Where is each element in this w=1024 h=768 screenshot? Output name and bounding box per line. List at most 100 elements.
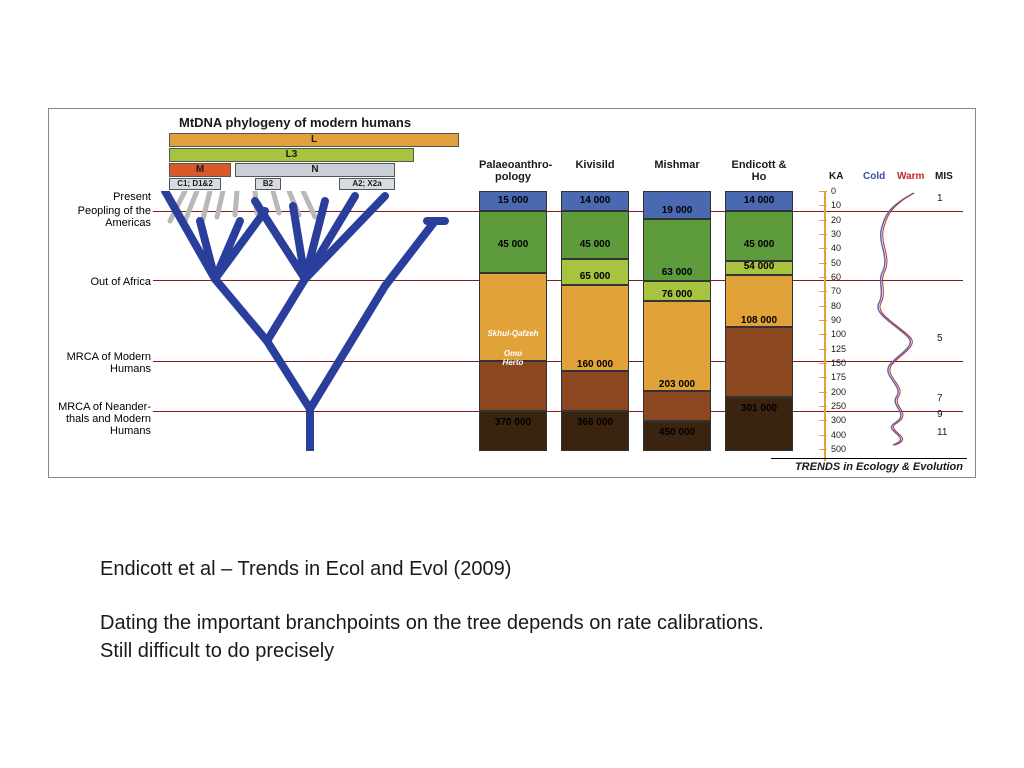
- ka-tick: [819, 191, 827, 192]
- ka-tick: [819, 420, 827, 421]
- caption-citation: Endicott et al – Trends in Ecol and Evol…: [100, 555, 920, 583]
- segment-value: 45 000: [479, 239, 547, 250]
- segment-value: 65 000: [561, 271, 629, 282]
- ka-tick: [819, 392, 827, 393]
- ka-tick: [819, 263, 827, 264]
- cold-header: Cold: [863, 171, 885, 182]
- column-segment: [725, 327, 793, 397]
- ka-tick-label: 125: [831, 344, 846, 354]
- haplogroup-band: L: [169, 133, 459, 147]
- column-segment: [479, 361, 547, 411]
- mis-stage: 5: [937, 333, 943, 344]
- haplogroup-band: B2: [255, 178, 281, 190]
- ka-tick-label: 300: [831, 415, 846, 425]
- ka-tick: [819, 306, 827, 307]
- ka-tick: [819, 277, 827, 278]
- ka-tick-label: 40: [831, 243, 841, 253]
- segment-value: 14 000: [561, 195, 629, 206]
- y-label: Peopling of theAmericas: [53, 205, 151, 229]
- haplogroup-band: M: [169, 163, 231, 177]
- ka-tick-label: 500: [831, 444, 846, 454]
- ka-tick-label: 30: [831, 229, 841, 239]
- temperature-curve: [859, 191, 929, 451]
- dating-column: Palaeoanthro-pology15 00045 000370 000Sk…: [479, 191, 547, 451]
- segment-value: 54 000: [725, 261, 793, 272]
- column-header: Endicott & Ho: [725, 159, 793, 183]
- column-segment: [479, 273, 547, 361]
- phylogeny-tree: [155, 191, 465, 451]
- segment-value: 63 000: [643, 267, 711, 278]
- segment-value: 301 000: [725, 403, 793, 414]
- mis-stage: 9: [937, 409, 943, 420]
- slide-caption: Endicott et al – Trends in Ecol and Evol…: [100, 555, 920, 665]
- ka-tick-label: 100: [831, 329, 846, 339]
- column-segment: [725, 211, 793, 261]
- timescale-panel: KA Cold Warm MIS 01020304050607080901001…: [819, 171, 959, 461]
- ka-tick-label: 50: [831, 258, 841, 268]
- ka-tick-label: 70: [831, 286, 841, 296]
- ka-tick: [819, 205, 827, 206]
- y-label: Out of Africa: [53, 276, 151, 288]
- site-label: OmoHerto: [479, 349, 547, 367]
- ka-tick-label: 20: [831, 215, 841, 225]
- ka-tick-label: 80: [831, 301, 841, 311]
- ka-tick: [819, 349, 827, 350]
- ka-tick-label: 400: [831, 430, 846, 440]
- ka-tick: [819, 234, 827, 235]
- ka-tick-label: 90: [831, 315, 841, 325]
- column-segment: [643, 301, 711, 391]
- caption-line-2: Dating the important branchpoints on the…: [100, 609, 920, 637]
- dating-column: Mishmar19 00063 00076 000203 000450 000: [643, 191, 711, 451]
- figure-title: MtDNA phylogeny of modern humans: [179, 115, 411, 130]
- y-label: Present: [53, 191, 151, 203]
- y-label: MRCA of ModernHumans: [53, 351, 151, 375]
- segment-value: 19 000: [643, 205, 711, 216]
- ka-tick-label: 200: [831, 387, 846, 397]
- ka-tick-label: 60: [831, 272, 841, 282]
- ka-tick: [819, 291, 827, 292]
- caption-line-3: Still difficult to do precisely: [100, 637, 920, 665]
- ka-tick: [819, 334, 827, 335]
- ka-tick: [819, 449, 827, 450]
- haplogroup-band: N: [235, 163, 395, 177]
- column-header: Mishmar: [643, 159, 711, 171]
- segment-value: 108 000: [725, 315, 793, 326]
- segment-value: 370 000: [479, 417, 547, 428]
- mis-header: MIS: [935, 171, 953, 182]
- dating-column: Kivisild14 00045 00065 000160 000366 000: [561, 191, 629, 451]
- dating-column: Endicott & Ho14 00045 00054 000108 00030…: [725, 191, 793, 451]
- haplogroup-band: C1; D1&2: [169, 178, 221, 190]
- ka-tick: [819, 248, 827, 249]
- ka-tick: [819, 377, 827, 378]
- column-header: Kivisild: [561, 159, 629, 171]
- mis-stage: 7: [937, 393, 943, 404]
- ka-tick: [819, 220, 827, 221]
- column-segment: [643, 391, 711, 421]
- mis-stage: 11: [937, 427, 947, 438]
- column-header: Palaeoanthro-pology: [479, 159, 547, 183]
- ka-tick-label: 250: [831, 401, 846, 411]
- ka-tick-label: 175: [831, 372, 846, 382]
- dating-columns: Palaeoanthro-pology15 00045 000370 000Sk…: [479, 191, 809, 451]
- site-label: Skhul-Qafzeh: [479, 329, 547, 338]
- haplogroup-band: L3: [169, 148, 414, 162]
- segment-value: 45 000: [725, 239, 793, 250]
- segment-value: 450 000: [643, 427, 711, 438]
- segment-value: 76 000: [643, 289, 711, 300]
- mis-stage: 1: [937, 193, 943, 204]
- ka-tick: [819, 406, 827, 407]
- ka-tick: [819, 320, 827, 321]
- segment-value: 366 000: [561, 417, 629, 428]
- ka-tick-label: 0: [831, 186, 836, 196]
- segment-value: 45 000: [561, 239, 629, 250]
- haplogroup-band: A2; X2a: [339, 178, 395, 190]
- segment-value: 15 000: [479, 195, 547, 206]
- y-label: MRCA of Neander-thals and ModernHumans: [53, 401, 151, 437]
- ka-tick: [819, 435, 827, 436]
- journal-credit: TRENDS in Ecology & Evolution: [771, 458, 967, 473]
- ka-tick-label: 10: [831, 200, 841, 210]
- segment-value: 160 000: [561, 359, 629, 370]
- column-segment: [561, 211, 629, 259]
- phylogeny-figure: MtDNA phylogeny of modern humans LL3MRNC…: [48, 108, 976, 478]
- ka-tick: [819, 363, 827, 364]
